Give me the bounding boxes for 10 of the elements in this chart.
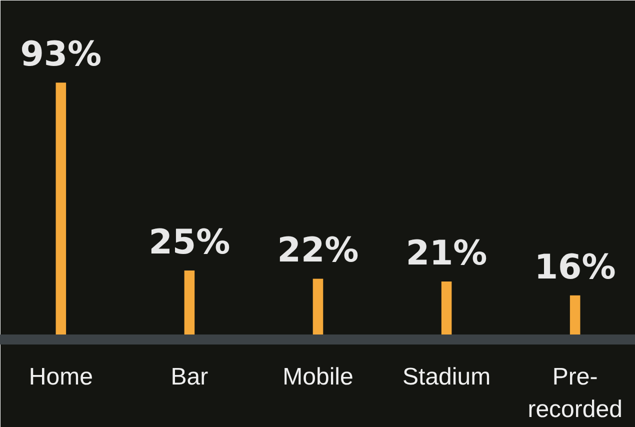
x-tick-label: Home <box>28 364 93 390</box>
x-tick-label: Bar <box>170 364 208 390</box>
data-label: 21% <box>406 234 488 274</box>
x-tick-label: Stadium <box>402 364 491 390</box>
data-label: 93% <box>20 34 102 75</box>
x-tick-label: Mobile <box>282 364 354 390</box>
x-tick-label: Pre-recorded <box>528 364 622 423</box>
data-label: 25% <box>148 222 230 262</box>
data-label: 22% <box>277 230 359 271</box>
data-label: 16% <box>534 247 616 288</box>
